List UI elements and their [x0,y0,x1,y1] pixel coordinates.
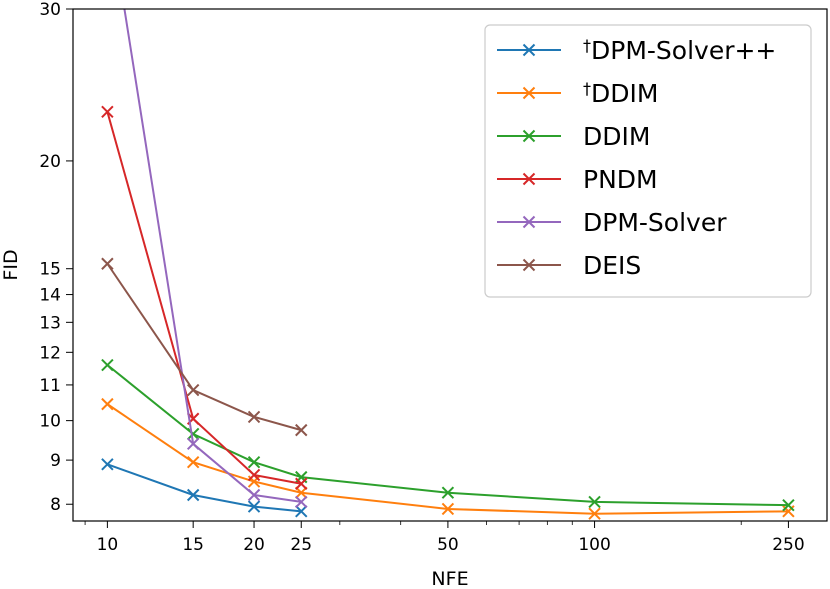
legend-box [484,24,812,298]
data-point [186,437,200,451]
legend-marker [522,215,536,229]
series-5 [101,257,308,437]
data-point [186,427,200,441]
x-tick-label-100: 100 [578,535,610,555]
plot-area-frame [72,8,828,522]
data-point [588,507,601,520]
x-axis-label: NFE [431,568,468,589]
series-1 [101,397,795,520]
y-tick-label-14: 14 [39,286,61,306]
data-point [101,358,114,372]
data-point [782,498,795,512]
series-line-3 [106,111,302,485]
series-2 [101,358,795,512]
x-tick-label-250: 250 [772,535,804,555]
x-tick-label-10: 10 [97,535,119,555]
y-tick-label-30: 30 [39,0,61,20]
data-point [247,500,261,513]
x-tick-label-50: 50 [437,535,459,555]
data-point [186,455,200,469]
legend-label: †DPM-Solver++ [583,36,776,65]
legend-label: PNDM [583,165,658,194]
legend-label: DEIS [583,251,641,280]
data-point [247,410,261,424]
y-tick-label-13: 13 [39,313,61,333]
series-layer [101,9,795,520]
data-point [101,397,114,411]
data-point [295,505,308,518]
legend-entry-2: DDIM [497,122,650,151]
legend-entry-5: DEIS [497,251,641,280]
x-tick-label-15: 15 [182,535,204,555]
data-point [247,468,261,482]
legend-label: DPM-Solver [583,208,727,237]
y-tick-label-12: 12 [39,343,61,363]
series-line-5 [106,263,302,432]
y-tick-label-15: 15 [39,260,61,280]
series-3 [101,105,308,490]
data-point [186,383,200,397]
data-point [295,477,308,490]
data-point [101,105,114,119]
legend-series-name: DDIM [591,79,658,108]
data-point [295,423,308,437]
legend-entry-4: DPM-Solver [497,208,727,237]
legend-dagger: † [583,36,591,55]
legend-entry-1: †DDIM [497,79,658,108]
legend-series-name: DPM-Solver++ [591,36,776,65]
legend-dagger: † [583,79,591,98]
x-tick-label-25: 25 [290,535,312,555]
legend-marker [522,172,536,186]
y-tick-label-8: 8 [50,495,61,515]
series-0 [101,458,308,518]
data-point [295,495,308,509]
axis-layer: 10 15 20 25 50 100 250 8 9 10 11 12 13 14 15 20 30 [39,0,804,555]
y-tick-label-20: 20 [39,152,61,172]
series-line-4 [123,9,302,503]
legend-marker [522,129,536,143]
data-point [247,455,261,469]
x-tick-label-20: 20 [243,535,265,555]
data-point [186,488,200,502]
data-point [247,488,261,502]
series-4 [123,9,308,509]
legend-label: †DDIM [583,79,658,108]
legend-entry-0: †DPM-Solver++ [497,36,776,65]
y-tick-label-9: 9 [50,451,61,471]
legend-marker [522,86,536,100]
y-tick-label-11: 11 [39,376,61,396]
legend-marker [522,258,536,272]
data-point [441,486,455,499]
data-point [101,257,114,270]
y-axis-label: FID [0,249,22,280]
series-line-0 [107,463,302,513]
legend-entry-3: PNDM [497,165,658,194]
legend-label: DDIM [583,122,650,151]
data-point [441,502,455,516]
y-tick-label-10: 10 [39,412,61,432]
data-point [295,486,308,499]
legend-marker [522,43,536,57]
data-point [588,495,601,509]
data-point [101,458,114,471]
